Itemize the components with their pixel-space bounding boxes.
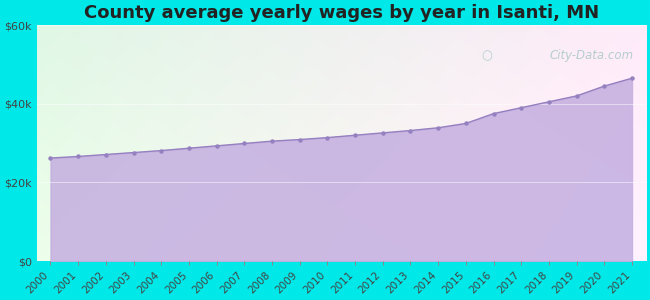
- Text: City-Data.com: City-Data.com: [549, 49, 634, 62]
- Text: ○: ○: [482, 49, 492, 62]
- Title: County average yearly wages by year in Isanti, MN: County average yearly wages by year in I…: [84, 4, 599, 22]
